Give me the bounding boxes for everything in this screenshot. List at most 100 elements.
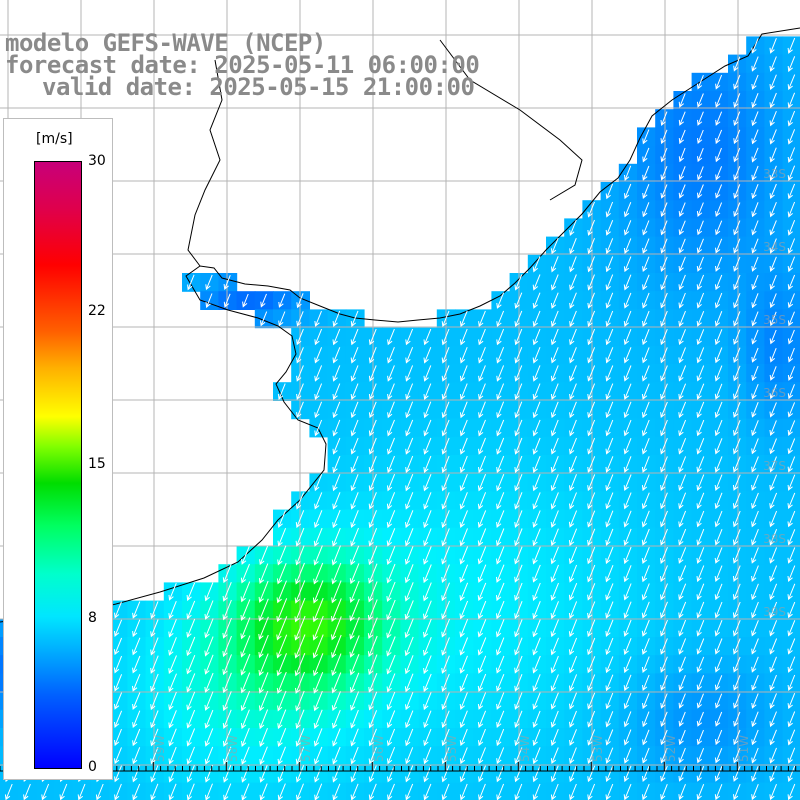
wind-arrow — [660, 583, 668, 601]
wind-arrow — [405, 765, 414, 783]
wind-arrow — [478, 310, 486, 328]
wind-arrow — [550, 783, 559, 800]
wind-arrow — [751, 402, 759, 418]
wind-arrow — [496, 655, 505, 674]
wind-arrow — [423, 328, 432, 346]
wind-arrow — [550, 437, 559, 455]
wind-arrow — [514, 492, 523, 510]
wind-arrow — [642, 238, 650, 254]
wind-arrow — [514, 747, 523, 765]
wind-arrow — [204, 654, 214, 675]
wind-arrow — [696, 383, 705, 400]
wind-arrow — [514, 419, 523, 437]
wind-arrow — [623, 619, 632, 637]
wind-arrow — [222, 582, 232, 602]
wind-arrow — [478, 365, 486, 382]
wind-arrow — [714, 766, 723, 782]
wind-arrow — [733, 784, 741, 800]
wind-arrow — [678, 310, 686, 327]
wind-arrow — [769, 274, 777, 291]
wind-arrow — [387, 419, 395, 437]
wind-arrow — [715, 729, 723, 746]
wind-arrow — [441, 618, 450, 638]
wind-arrow — [368, 728, 377, 747]
wind-arrow — [769, 547, 778, 564]
wind-arrow — [787, 384, 795, 400]
wind-arrow — [276, 616, 288, 641]
wind-arrow — [532, 582, 541, 601]
wind-arrow — [496, 747, 505, 765]
wind-arrow — [733, 293, 741, 309]
valid-date: valid date: 2025-05-15 21:00:00 — [42, 73, 475, 101]
wind-arrow — [696, 292, 705, 309]
wind-arrow — [496, 419, 505, 437]
wind-arrow — [350, 328, 359, 346]
wind-arrow — [441, 328, 450, 346]
wind-arrow — [641, 401, 650, 419]
wind-arrow — [605, 656, 614, 674]
wind-arrow — [714, 565, 723, 582]
wind-arrow — [258, 616, 269, 640]
wind-arrow — [222, 599, 232, 621]
wind-arrow — [787, 110, 796, 127]
wind-arrow — [678, 347, 686, 364]
wind-arrow — [368, 474, 377, 492]
wind-arrow — [605, 238, 614, 255]
wind-arrow — [751, 129, 759, 145]
wind-arrow — [478, 419, 486, 437]
wind-arrow — [404, 546, 414, 565]
wind-arrow — [258, 653, 269, 676]
wind-arrow — [204, 691, 214, 711]
wind-arrow — [660, 638, 668, 655]
wind-arrow — [787, 347, 795, 363]
wind-arrow — [568, 619, 578, 638]
wind-arrow — [678, 129, 686, 145]
wind-arrow — [514, 765, 523, 783]
wind-arrow — [367, 635, 378, 658]
wind-arrow — [349, 580, 360, 603]
wind-arrow — [331, 616, 342, 641]
wind-arrow — [296, 293, 304, 309]
wind-arrow — [204, 728, 214, 747]
wind-arrow — [550, 365, 559, 382]
wind-arrow — [368, 563, 378, 584]
wind-arrow — [641, 565, 650, 583]
wind-arrow — [769, 456, 777, 473]
wind-arrow — [532, 710, 541, 728]
wind-arrow — [314, 401, 323, 419]
wind-arrow — [204, 600, 214, 620]
wind-arrow — [314, 419, 323, 437]
wind-arrow — [441, 419, 450, 437]
wind-arrow — [733, 329, 741, 345]
wind-arrow — [569, 710, 577, 728]
wind-arrow — [459, 401, 468, 419]
wind-arrow — [532, 655, 541, 674]
wind-arrow — [205, 293, 213, 309]
wind-arrow — [769, 620, 778, 637]
wind-arrow — [459, 673, 468, 692]
wind-arrow — [331, 598, 342, 622]
wind-arrow — [605, 783, 614, 800]
wind-arrow — [623, 347, 632, 364]
wind-arrow — [660, 656, 668, 673]
wind-arrow — [223, 746, 232, 765]
wind-arrow — [696, 456, 705, 473]
wind-arrow — [678, 747, 686, 764]
wind-arrow — [696, 202, 704, 217]
wind-arrow — [276, 563, 287, 585]
wind-arrow — [296, 401, 304, 419]
wind-arrow — [751, 474, 759, 491]
wind-arrow — [733, 166, 741, 181]
wind-arrow — [350, 765, 359, 783]
wind-arrow — [660, 784, 668, 800]
wind-arrow — [550, 674, 559, 692]
wind-arrow — [660, 292, 668, 309]
wind-arrow — [751, 220, 759, 236]
wind-arrow — [532, 492, 541, 510]
wind-arrow — [276, 580, 287, 604]
wind-arrow — [769, 492, 778, 510]
wind-arrow — [641, 583, 650, 601]
wind-arrow — [514, 328, 523, 346]
wind-arrow — [678, 365, 687, 382]
wind-arrow — [569, 383, 577, 400]
